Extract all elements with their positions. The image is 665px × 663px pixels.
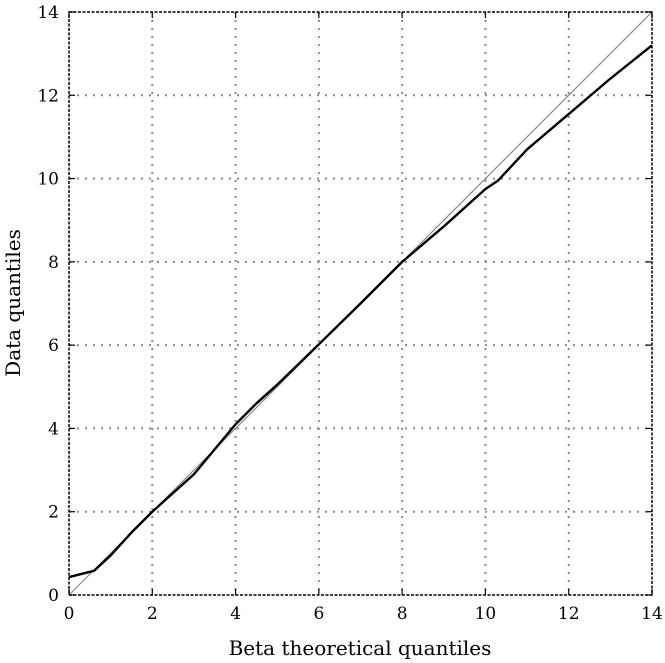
x-axis-label: Beta theoretical quantiles bbox=[229, 636, 492, 660]
y-tick-label: 2 bbox=[48, 503, 59, 523]
series-lines bbox=[68, 11, 653, 596]
grid bbox=[69, 12, 652, 595]
x-tick-label: 14 bbox=[641, 604, 663, 624]
x-tick-labels: 0 2 4 6 8 10 12 14 bbox=[64, 604, 663, 624]
x-tick-label: 10 bbox=[475, 604, 497, 624]
data-line bbox=[68, 44, 653, 579]
x-tick-label: 4 bbox=[230, 604, 241, 624]
x-tick-label: 8 bbox=[397, 604, 408, 624]
x-tick-label: 6 bbox=[313, 604, 324, 624]
x-tick-label: 2 bbox=[147, 604, 158, 624]
y-tick-label: 4 bbox=[48, 419, 59, 439]
y-tick-labels: 0 2 4 6 8 10 12 14 bbox=[37, 3, 59, 606]
x-tick-label: 12 bbox=[558, 604, 580, 624]
y-tick-label: 8 bbox=[48, 253, 59, 273]
y-tick-label: 14 bbox=[37, 3, 59, 23]
x-tick-label: 0 bbox=[64, 604, 75, 624]
y-axis-label: Data quantiles bbox=[1, 229, 25, 377]
plot-frame bbox=[68, 11, 653, 596]
y-tick-label: 0 bbox=[48, 586, 59, 606]
ticks bbox=[68, 11, 653, 596]
y-tick-label: 12 bbox=[37, 86, 59, 106]
y-tick-label: 10 bbox=[37, 170, 59, 190]
y-tick-label: 6 bbox=[48, 336, 59, 356]
